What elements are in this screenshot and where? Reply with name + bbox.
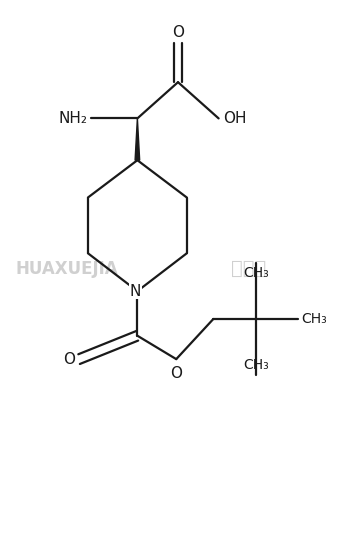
Text: OH: OH: [223, 111, 246, 126]
Text: O: O: [170, 366, 182, 381]
Text: CH₃: CH₃: [243, 266, 268, 280]
Text: NH₂: NH₂: [58, 111, 87, 126]
Text: CH₃: CH₃: [243, 358, 268, 372]
Polygon shape: [135, 118, 140, 160]
Text: HUAXUEJIA: HUAXUEJIA: [16, 260, 118, 278]
Text: O: O: [172, 25, 184, 40]
Text: O: O: [63, 352, 75, 367]
Text: N: N: [130, 284, 141, 298]
Text: 化学加: 化学加: [231, 259, 266, 278]
Text: CH₃: CH₃: [302, 312, 328, 326]
